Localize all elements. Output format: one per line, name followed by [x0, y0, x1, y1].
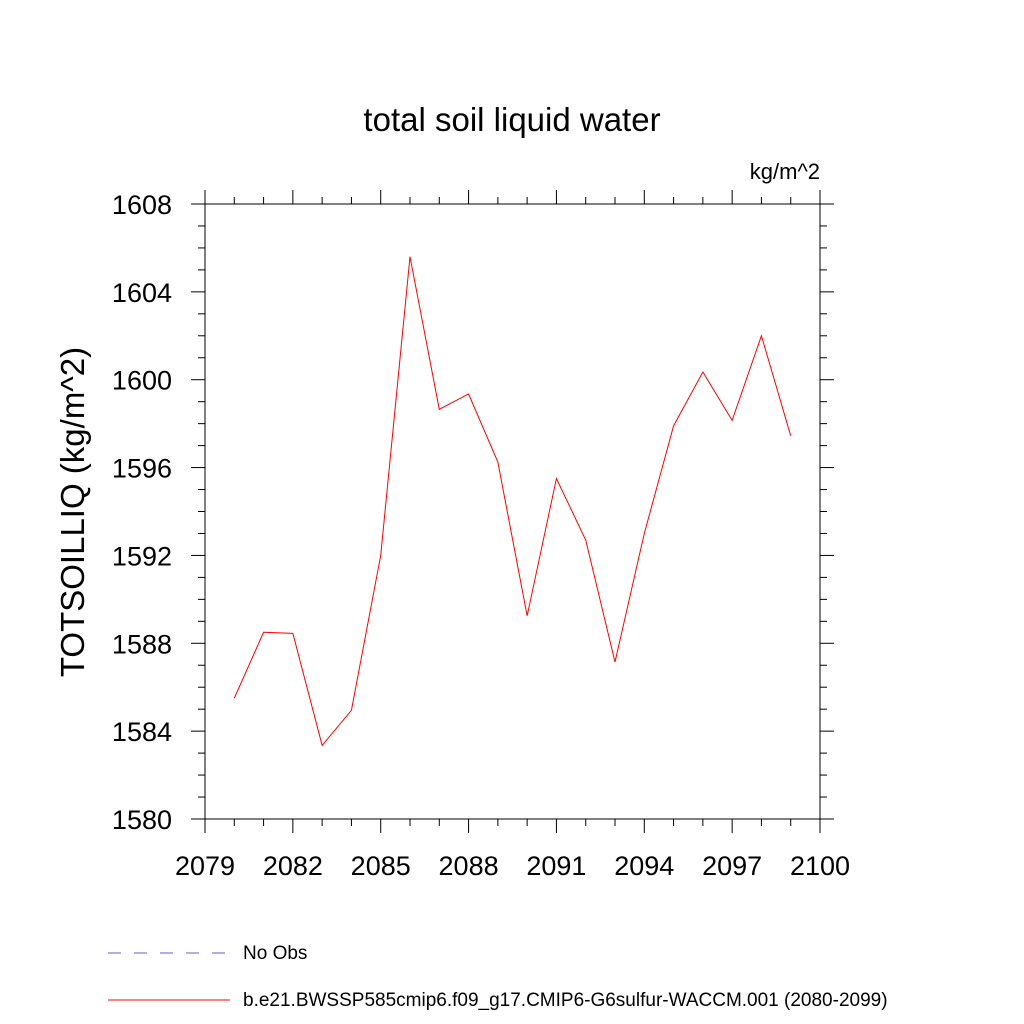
x-tick-label: 2100 — [790, 851, 850, 881]
chart-title: total soil liquid water — [363, 101, 660, 138]
x-tick-label: 2094 — [614, 851, 674, 881]
y-axis-label: TOTSOILLIQ (kg/m^2) — [54, 347, 91, 677]
series-layer — [233, 256, 792, 747]
legend: No Obs b.e21.BWSSP585cmip6.f09_g17.CMIP6… — [108, 943, 888, 1011]
units-label: kg/m^2 — [750, 159, 820, 184]
plot-frame — [204, 203, 821, 820]
x-tick-label: 2088 — [439, 851, 499, 881]
legend-label-series: b.e21.BWSSP585cmip6.f09_g17.CMIP6-G6sulf… — [243, 990, 888, 1011]
x-tick-label: 2091 — [526, 851, 586, 881]
y-tick-label: 1588 — [112, 629, 172, 659]
x-tick-label: 2082 — [263, 851, 323, 881]
x-ticks: 2079 2082 2085 2088 2091 2094 2097 2100 — [175, 190, 850, 881]
y-tick-label: 1608 — [112, 190, 172, 220]
y-tick-label: 1600 — [112, 366, 172, 396]
y-tick-label: 1592 — [112, 541, 172, 571]
legend-label-no-obs: No Obs — [243, 943, 307, 964]
y-tick-label: 1604 — [112, 278, 172, 308]
y-tick-label: 1584 — [112, 717, 172, 747]
y-tick-label: 1580 — [112, 805, 172, 835]
series-line — [233, 256, 792, 747]
x-tick-label: 2079 — [175, 851, 235, 881]
y-tick-label: 1596 — [112, 454, 172, 484]
x-tick-label: 2085 — [351, 851, 411, 881]
y-ticks: 1580 1584 1588 1592 1596 1600 1604 1608 — [112, 190, 834, 835]
x-tick-label: 2097 — [702, 851, 762, 881]
